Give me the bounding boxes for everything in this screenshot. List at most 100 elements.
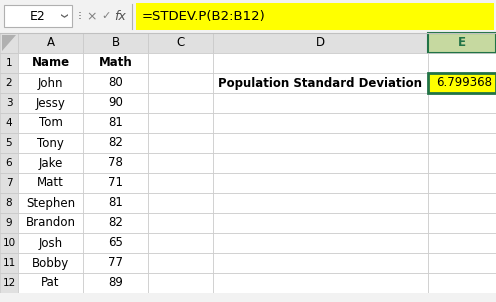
Bar	[0, 293, 496, 302]
Text: Bobby: Bobby	[32, 256, 69, 269]
Bar	[148, 273, 213, 293]
Bar	[213, 193, 428, 213]
Text: 81: 81	[108, 197, 123, 210]
Bar	[213, 73, 428, 93]
Text: John: John	[38, 76, 63, 89]
Bar	[83, 153, 148, 173]
Bar	[18, 53, 83, 73]
Bar	[0, 0, 496, 33]
Bar	[428, 153, 496, 173]
Bar	[0, 153, 18, 173]
Bar	[213, 113, 428, 133]
Bar	[83, 73, 148, 93]
Bar	[4, 5, 72, 27]
Bar	[428, 33, 496, 53]
Bar	[18, 213, 83, 233]
Text: Matt: Matt	[37, 176, 64, 189]
Bar	[148, 53, 213, 73]
Bar	[83, 273, 148, 293]
Bar	[148, 213, 213, 233]
Bar	[18, 113, 83, 133]
Text: E2: E2	[30, 9, 46, 23]
Text: A: A	[47, 37, 55, 50]
Bar	[148, 33, 213, 53]
Text: B: B	[112, 37, 120, 50]
Text: E: E	[458, 37, 466, 50]
Bar	[83, 193, 148, 213]
Text: 3: 3	[5, 98, 12, 108]
Text: Brandon: Brandon	[25, 217, 75, 230]
Text: C: C	[177, 37, 185, 50]
Text: Tony: Tony	[37, 137, 64, 149]
Text: Jessy: Jessy	[36, 97, 65, 110]
Text: 12: 12	[2, 278, 16, 288]
Bar	[213, 233, 428, 253]
Bar	[428, 193, 496, 213]
Bar	[83, 233, 148, 253]
Bar	[83, 53, 148, 73]
Bar	[83, 33, 148, 53]
Bar	[0, 133, 18, 153]
Bar	[148, 133, 213, 153]
Text: 81: 81	[108, 117, 123, 130]
Bar	[83, 253, 148, 273]
Bar	[148, 173, 213, 193]
Text: ✓: ✓	[101, 11, 111, 21]
Text: 9: 9	[5, 218, 12, 228]
Text: Pat: Pat	[41, 277, 60, 290]
Bar	[0, 73, 18, 93]
Bar	[428, 173, 496, 193]
Text: D: D	[316, 37, 325, 50]
Bar	[0, 113, 18, 133]
Text: 80: 80	[108, 76, 123, 89]
Text: ❯: ❯	[59, 13, 65, 19]
Bar	[148, 233, 213, 253]
Text: Math: Math	[99, 56, 132, 69]
Text: 89: 89	[108, 277, 123, 290]
Bar	[18, 153, 83, 173]
Bar	[0, 33, 18, 53]
Text: Population Standard Deviation: Population Standard Deviation	[219, 76, 423, 89]
Bar	[428, 53, 496, 73]
Bar	[83, 93, 148, 113]
Bar	[18, 253, 83, 273]
Bar	[18, 173, 83, 193]
Text: 82: 82	[108, 137, 123, 149]
Bar	[428, 253, 496, 273]
Text: 2: 2	[5, 78, 12, 88]
Bar	[83, 173, 148, 193]
Text: 1: 1	[5, 58, 12, 68]
Bar	[213, 93, 428, 113]
Bar	[83, 113, 148, 133]
Text: Stephen: Stephen	[26, 197, 75, 210]
Text: Name: Name	[31, 56, 69, 69]
Bar	[148, 193, 213, 213]
Bar	[213, 213, 428, 233]
Bar	[0, 213, 18, 233]
Text: 71: 71	[108, 176, 123, 189]
Bar	[213, 273, 428, 293]
Bar	[0, 53, 18, 73]
Bar	[428, 73, 496, 93]
Text: 5: 5	[5, 138, 12, 148]
Bar	[213, 33, 428, 53]
Text: 78: 78	[108, 156, 123, 169]
Bar	[428, 213, 496, 233]
Bar	[0, 93, 18, 113]
Bar	[136, 3, 494, 30]
Text: 8: 8	[5, 198, 12, 208]
Bar	[0, 173, 18, 193]
Bar	[18, 73, 83, 93]
Polygon shape	[2, 35, 16, 51]
Bar	[83, 133, 148, 153]
Bar	[213, 53, 428, 73]
Text: 4: 4	[5, 118, 12, 128]
Text: Tom: Tom	[39, 117, 62, 130]
Text: ×: ×	[87, 10, 97, 23]
Text: =STDEV.P(B2:B12): =STDEV.P(B2:B12)	[142, 10, 266, 23]
Text: Jake: Jake	[38, 156, 62, 169]
Text: fx: fx	[114, 10, 126, 23]
Bar	[83, 213, 148, 233]
Text: 77: 77	[108, 256, 123, 269]
Bar	[428, 93, 496, 113]
